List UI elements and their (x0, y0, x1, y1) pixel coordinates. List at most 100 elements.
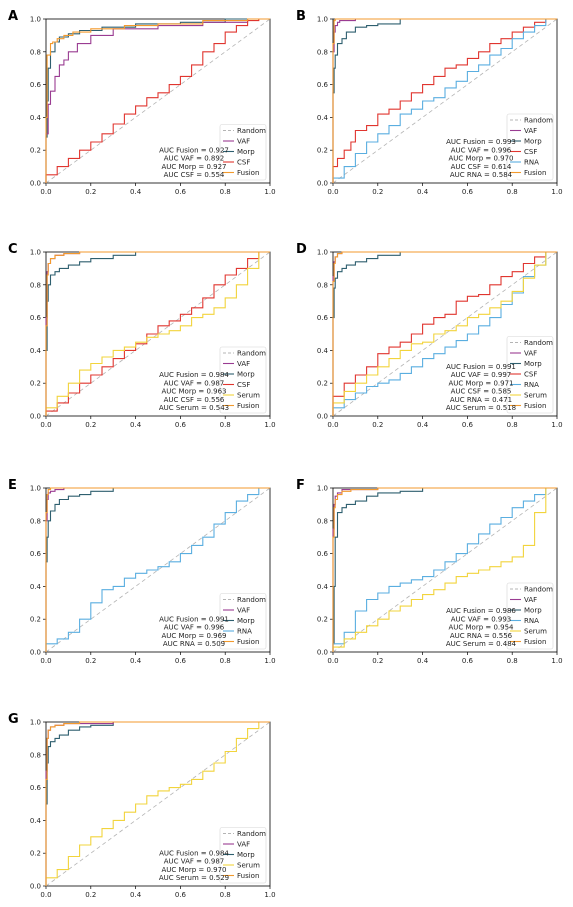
panel-f-fusion-curve (332, 487, 557, 652)
panel-b-legend-csf: CSF (524, 148, 537, 156)
panel-d-ytick-3: 0.6 (317, 314, 329, 322)
panel-d-ytick-2: 0.4 (317, 347, 329, 355)
panel-g-legend-serum: Serum (237, 862, 260, 870)
panel-b-csf-curve (332, 18, 557, 183)
panel-b-xtick-0: 0.0 (327, 188, 338, 196)
panel-c-legend-serum: Serum (237, 392, 260, 400)
panel-c-fusion-curve (45, 251, 270, 416)
panel-g-ytick-1: 0.2 (30, 850, 41, 858)
panel-g-xtick-0: 0.0 (40, 891, 51, 899)
panel-e-random-line (45, 487, 271, 653)
panel-c-morp-curve (45, 251, 270, 416)
panel-c-ytick-5: 1.0 (30, 249, 41, 257)
panel-g-xtick-2: 0.4 (130, 891, 142, 899)
panel-e-legend-fusion: Fusion (237, 638, 259, 646)
panel-c-serum-curve (45, 251, 270, 416)
panel-c-xtick-4: 0.8 (220, 421, 231, 429)
panel-d-xtick-4: 0.8 (507, 421, 518, 429)
panel-f-auc-2: AUC Morp = 0.954 (448, 624, 514, 632)
panel-c-xtick-3: 0.6 (175, 421, 187, 429)
panel-c-auc-0: AUC Fusion = 0.984 (159, 371, 229, 379)
panel-d-auc-0: AUC Fusion = 0.991 (446, 363, 516, 371)
panel-b-legend-random: Random (524, 117, 553, 125)
panel-g-legend-morp: Morp (237, 851, 255, 859)
panel-c-legend-morp: Morp (237, 371, 255, 379)
panel-e-label: E (8, 478, 17, 493)
panel-b-xtick-1: 0.2 (372, 188, 383, 196)
panel-d-legend-csf: CSF (524, 371, 537, 379)
panel-c-xtick-5: 1.0 (264, 421, 275, 429)
panel-b-legend-fusion: Fusion (524, 169, 546, 177)
panel-e-ytick-1: 0.2 (30, 616, 41, 624)
panel-b-auc-3: AUC CSF = 0.614 (451, 163, 512, 171)
panel-c-xtick-0: 0.0 (40, 421, 51, 429)
panel-a-ytick-2: 0.4 (30, 114, 42, 122)
panel-d-legend-morp: Morp (524, 360, 542, 368)
panel-g-label: G (8, 712, 19, 727)
panel-e-auc-1: AUC VAF = 0.996 (164, 624, 225, 632)
panel-a-auc-0: AUC Fusion = 0.927 (159, 146, 229, 154)
panel-g-legend (219, 827, 267, 884)
panel-d-legend-fusion: Fusion (524, 402, 546, 410)
panel-d: D 0.0 0.2 0.4 0.6 0.8 1.0 0.0 0.2 0.4 0.6 0.8 1.0 Ran… (296, 242, 563, 429)
panel-e-auc-3: AUC RNA = 0.509 (163, 640, 225, 648)
panel-g-ytick-3: 0.6 (30, 784, 42, 792)
panel-a-legend-csf: CSF (237, 159, 250, 167)
panel-d-auc-5: AUC Serum = 0.518 (446, 404, 516, 412)
panel-d-legend (506, 336, 554, 414)
panel-g-ytick-5: 1.0 (30, 719, 41, 727)
panel-d-auc-4: AUC RNA = 0.471 (450, 396, 512, 404)
panel-c-xtick-2: 0.4 (130, 421, 142, 429)
panel-g-ytick-2: 0.4 (30, 817, 42, 825)
panel-a-vaf-curve (45, 18, 270, 183)
panel-d-csf-curve (332, 251, 557, 416)
panel-d-legend-serum: Serum (524, 392, 547, 400)
panel-d-legend-vaf: VAF (524, 350, 537, 358)
panel-a-xtick-0: 0.0 (40, 188, 51, 196)
panel-e-ytick-0: 0.0 (30, 649, 41, 657)
panel-b-ytick-5: 1.0 (317, 16, 328, 24)
panel-f-legend-fusion: Fusion (524, 638, 546, 646)
panel-b-auc-2: AUC Morp = 0.970 (448, 155, 513, 163)
panel-g-fusion-curve (45, 721, 270, 886)
panel-a-auc-1: AUC VAF = 0.892 (164, 155, 225, 163)
panel-g-ytick-4: 0.8 (30, 751, 41, 759)
panel-g-ytick-0: 0.0 (30, 883, 41, 891)
panel-c-ytick-2: 0.4 (30, 347, 42, 355)
panel-b-xtick-2: 0.4 (417, 188, 429, 196)
panel-e-ytick-3: 0.6 (30, 550, 42, 558)
panel-b-xtick-5: 1.0 (551, 188, 562, 196)
panel-c-random-line (45, 251, 271, 417)
panel-g-morp-curve (45, 721, 270, 886)
panel-d-legend-random: Random (524, 339, 553, 347)
panel-g-xtick-5: 1.0 (264, 891, 275, 899)
panel-e-xtick-0: 0.0 (40, 657, 51, 665)
panel-d-legend-rna: RNA (524, 381, 539, 389)
panel-g-xtick-1: 0.2 (85, 891, 96, 899)
panel-b-xtick-3: 0.6 (462, 188, 474, 196)
panel-d-xtick-0: 0.0 (327, 421, 338, 429)
panel-f-legend-vaf: VAF (524, 596, 537, 604)
panel-c-xtick-1: 0.2 (85, 421, 96, 429)
panel-f-morp-curve (332, 487, 557, 652)
panel-a-label: A (8, 9, 18, 24)
panel-c-auc-4: AUC Serum = 0.543 (159, 404, 229, 412)
panel-f-random-line (332, 487, 558, 653)
panel-d-ytick-5: 1.0 (317, 249, 328, 257)
panel-g-auc-1: AUC VAF = 0.987 (164, 858, 225, 866)
panel-e-xtick-1: 0.2 (85, 657, 96, 665)
panel-a-ytick-1: 0.2 (30, 147, 41, 155)
panel-e-legend-random: Random (237, 596, 266, 604)
panel-b: B 0.0 0.2 0.4 0.6 0.8 1.0 0.0 0.2 0.4 0.6 0.8 1.0 Ran… (296, 9, 563, 196)
panel-a-legend-vaf: VAF (237, 138, 250, 146)
panel-c-ytick-3: 0.6 (30, 314, 42, 322)
panel-c-label: C (8, 242, 18, 257)
panel-f-xtick-5: 1.0 (551, 657, 562, 665)
panel-a: A 0.0 0.2 0.4 0.6 0.8 1.0 0.0 0.2 0.4 0.6 0.8 1.0 Ran… (8, 9, 276, 196)
panel-d-xtick-3: 0.6 (462, 421, 474, 429)
panel-a-auc-3: AUC CSF = 0.554 (164, 171, 225, 179)
panel-b-auc-1: AUC VAF = 0.996 (451, 146, 512, 154)
panel-e-xtick-2: 0.4 (130, 657, 142, 665)
panel-b-auc-0: AUC Fusion = 0.993 (446, 138, 516, 146)
